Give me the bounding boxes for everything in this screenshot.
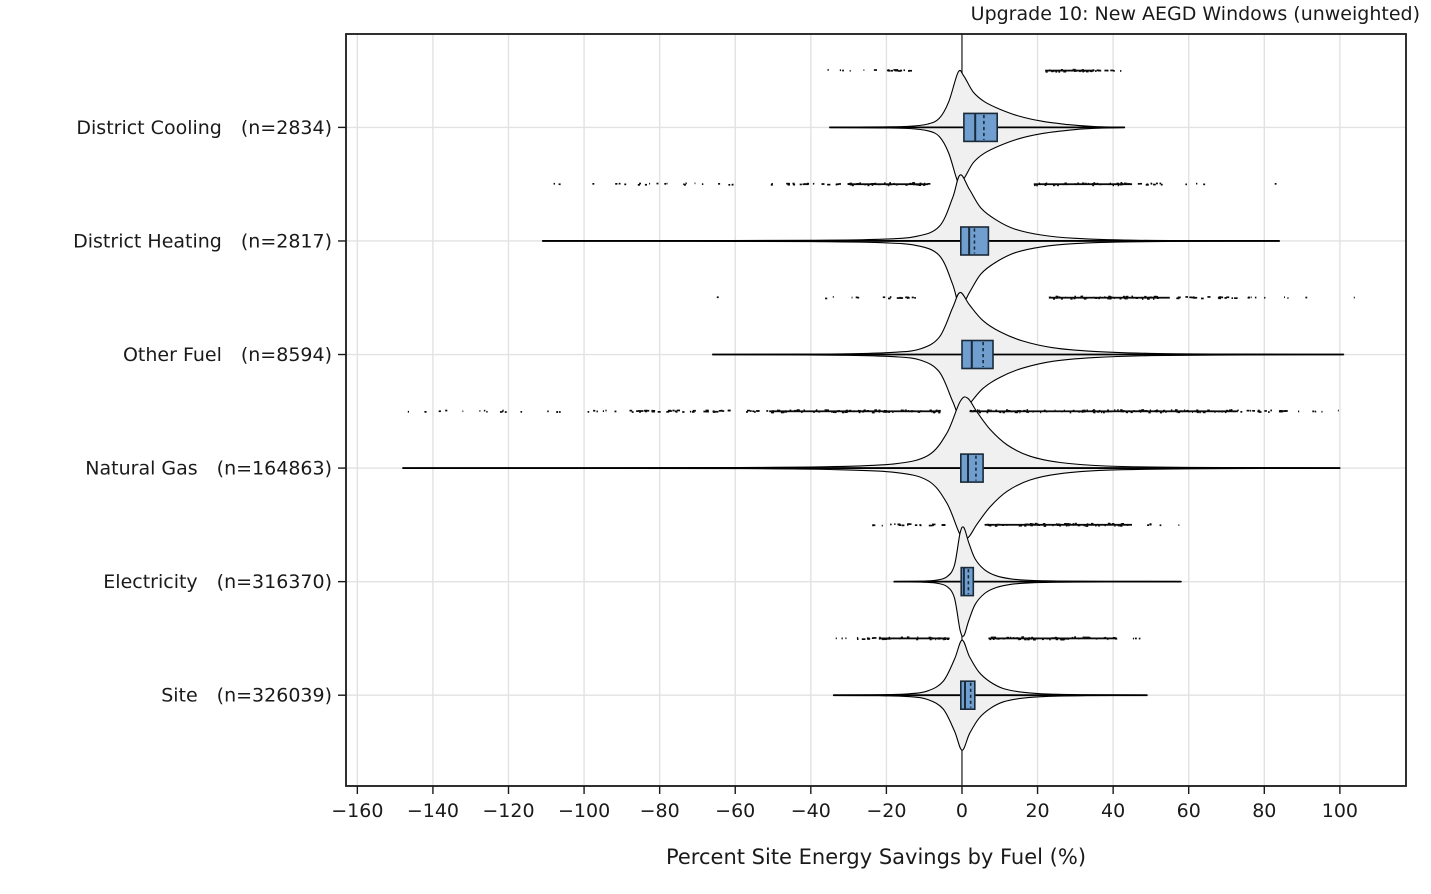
violin-row-other-fuel xyxy=(712,291,1355,418)
outlier-strip xyxy=(872,522,1180,527)
violin-row-site xyxy=(832,636,1148,751)
x-tick-label: −40 xyxy=(791,800,831,822)
x-tick-label: −140 xyxy=(407,800,459,822)
violin-row-district-cooling xyxy=(827,68,1126,185)
violin-row-electricity xyxy=(872,522,1182,637)
box xyxy=(959,680,976,711)
y-category-label: Natural Gas (n=164863) xyxy=(85,458,332,480)
x-tick-label: −80 xyxy=(640,800,680,822)
x-tick-label: 0 xyxy=(956,800,968,822)
x-tick-label: 60 xyxy=(1177,800,1201,822)
box xyxy=(963,112,999,143)
outlier-strip xyxy=(827,68,1122,73)
x-tick-label: 100 xyxy=(1322,800,1358,822)
box xyxy=(961,339,994,370)
x-axis-label: Percent Site Energy Savings by Fuel (%) xyxy=(665,845,1087,869)
outlier-strip xyxy=(835,636,1141,641)
x-tick-label: 20 xyxy=(1025,800,1049,822)
violin-row-district-heating xyxy=(541,174,1280,308)
y-category-label: District Heating (n=2817) xyxy=(73,230,332,252)
y-category-label: Electricity (n=316370) xyxy=(103,571,332,593)
chart-title: Upgrade 10: New AEGD Windows (unweighted… xyxy=(970,3,1420,25)
outlier-strip xyxy=(716,295,1355,300)
x-tick-label: −120 xyxy=(482,800,534,822)
y-category-label: Other Fuel (n=8594) xyxy=(123,344,332,366)
x-tick-label: −20 xyxy=(866,800,906,822)
x-tick-label: −160 xyxy=(331,800,383,822)
x-tick-label: −60 xyxy=(715,800,755,822)
x-tick-label: 40 xyxy=(1101,800,1125,822)
box xyxy=(959,453,984,483)
outlier-strip xyxy=(407,409,1339,414)
y-category-label: District Cooling (n=2834) xyxy=(76,117,332,139)
x-tick-label: −100 xyxy=(558,800,610,822)
y-category-label: Site (n=326039) xyxy=(161,685,332,707)
outlier-strip xyxy=(553,182,1277,187)
violin-row-natural-gas xyxy=(402,396,1341,540)
plot-border xyxy=(345,33,1407,787)
x-tick-label: 80 xyxy=(1252,800,1276,822)
